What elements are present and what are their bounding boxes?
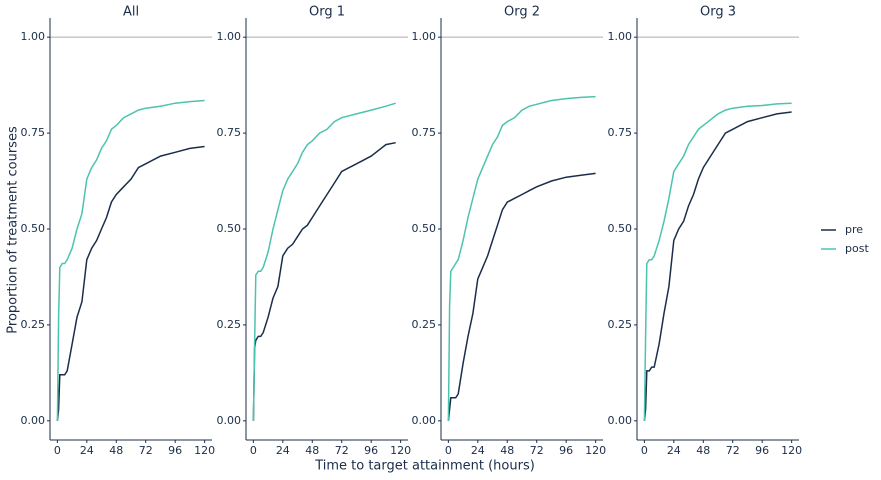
y-tick-label: 0.75 [608,126,633,139]
x-tick-label: 0 [54,444,61,457]
x-tick-label: 120 [585,444,606,457]
line-post [447,95,596,421]
x-tick-label: 72 [139,444,153,457]
x-tick-label: 24 [80,444,94,457]
y-tick-label: 0.25 [21,318,46,331]
y-tick-label: 0.00 [412,414,437,427]
legend-label: pre [845,223,863,236]
y-tick-label: 0.00 [608,414,633,427]
x-tick-label: 120 [194,444,215,457]
x-tick-label: 24 [276,444,290,457]
line-pre [56,145,205,421]
y-tick-label: 1.00 [608,30,633,43]
y-tick-label: 0.50 [608,222,633,235]
x-tick-label: 96 [364,444,378,457]
x-tick-label: 48 [500,444,514,457]
x-tick-label: 48 [109,444,123,457]
x-tick-label: 0 [641,444,648,457]
line-pre [447,172,596,421]
y-tick-label: 1.00 [412,30,437,43]
x-tick-label: 72 [335,444,349,457]
x-tick-label: 120 [390,444,411,457]
y-tick-label: 1.00 [21,30,46,43]
y-tick-label: 1.00 [217,30,242,43]
y-tick-label: 0.25 [412,318,437,331]
y-axis-title: Proportion of treatment courses [6,126,21,334]
y-tick-label: 0.25 [608,318,633,331]
y-tick-label: 0.50 [21,222,46,235]
panel-title: Org 2 [504,5,540,20]
y-tick-label: 0.00 [21,414,46,427]
line-post [643,102,792,421]
legend-label: post [845,242,869,255]
x-axis-title: Time to target attainment (hours) [314,459,535,474]
y-tick-label: 0.75 [21,126,46,139]
y-tick-label: 0.50 [217,222,242,235]
x-tick-label: 96 [168,444,182,457]
line-pre [643,111,792,421]
y-tick-label: 0.25 [217,318,242,331]
x-tick-label: 0 [445,444,452,457]
line-post [56,99,205,421]
x-tick-label: 48 [305,444,319,457]
x-tick-label: 72 [726,444,740,457]
x-tick-label: 96 [559,444,573,457]
line-pre [252,141,396,421]
x-tick-label: 24 [667,444,681,457]
x-tick-label: 96 [755,444,769,457]
y-tick-label: 0.75 [412,126,437,139]
panel-title: Org 1 [309,5,345,20]
x-tick-label: 24 [471,444,485,457]
x-tick-label: 72 [530,444,544,457]
panel-title: Org 3 [700,5,736,20]
y-tick-label: 0.50 [412,222,437,235]
x-tick-label: 120 [781,444,802,457]
panel-title: All [123,5,139,20]
line-post [252,102,396,421]
y-tick-label: 0.00 [217,414,242,427]
x-tick-label: 0 [250,444,257,457]
y-tick-label: 0.75 [217,126,242,139]
x-tick-label: 48 [696,444,710,457]
